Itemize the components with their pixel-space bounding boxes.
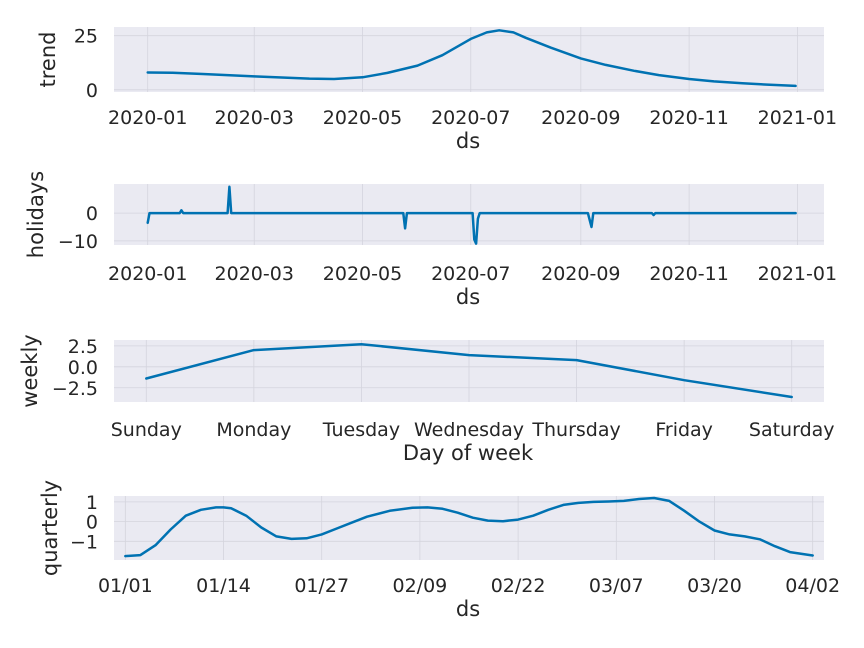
x-tick-label: 2020-07	[431, 107, 510, 129]
x-tick-label: 2020-09	[541, 263, 620, 285]
panel-weekly: Sunday Monday Tuesday Wednesday Thursday Frid…	[18, 334, 835, 465]
x-tick-label: Wednesday	[414, 419, 524, 441]
y-tick-label: 2.5	[68, 336, 98, 358]
x-tick-label: 03/07	[589, 575, 644, 597]
x-tick-label: 01/27	[294, 575, 349, 597]
panel-holidays: 2020-01 2020-03 2020-05 2020-07 2020-09 2020-…	[24, 171, 837, 309]
x-tick-label: 01/01	[98, 575, 153, 597]
x-tick-label: Sunday	[111, 419, 182, 441]
x-axis-label: ds	[456, 285, 480, 309]
x-tick-label: 04/02	[785, 575, 840, 597]
x-tick-label: 2020-05	[323, 107, 402, 129]
x-tick-label: Thursday	[531, 419, 620, 441]
x-tick-label: 2020-11	[649, 107, 728, 129]
x-axis-label: Day of week	[403, 441, 534, 465]
x-tick-label: 01/14	[196, 575, 251, 597]
y-tick-label: −2.5	[52, 378, 98, 400]
y-tick-label: −1	[70, 531, 98, 553]
x-tick-label: Monday	[216, 419, 291, 441]
x-tick-label: 2020-05	[323, 263, 402, 285]
trend-series-line	[146, 29, 797, 88]
x-tick-label: 02/22	[491, 575, 546, 597]
x-tick-label: 2020-03	[215, 107, 294, 129]
x-tick-label: Friday	[655, 419, 713, 441]
y-tick-label: 0.0	[68, 357, 98, 379]
y-axis-label: holidays	[24, 171, 48, 258]
x-tick-label: 2020-09	[541, 107, 620, 129]
x-tick-label: 2020-01	[108, 263, 187, 285]
x-axis-label: ds	[456, 129, 480, 153]
y-tick-label: 25	[74, 26, 98, 48]
quarterly-series-line	[124, 496, 814, 558]
y-tick-label: 1	[86, 492, 98, 514]
x-tick-label: 02/09	[393, 575, 448, 597]
y-tick-label: 0	[86, 80, 98, 102]
plot-area	[114, 496, 824, 560]
y-tick-label: −10	[58, 231, 98, 253]
x-tick-label: 2020-03	[215, 263, 294, 285]
x-tick-label: 2020-01	[108, 107, 187, 129]
y-axis-label: quarterly	[38, 480, 62, 576]
panel-trend: 2020-01 2020-03 2020-05 2020-07 2020-09 2020-…	[36, 26, 837, 153]
x-tick-label: 2020-07	[431, 263, 510, 285]
holidays-series-line	[146, 185, 797, 245]
y-axis-label: trend	[36, 32, 60, 88]
y-tick-label: 0	[86, 203, 98, 225]
x-tick-label: 2021-01	[758, 263, 837, 285]
x-tick-label: 03/20	[687, 575, 742, 597]
panel-quarterly: 01/01 01/14 01/27 02/09 02/22 03/07 03/20 04/02…	[38, 480, 840, 621]
x-tick-label: Tuesday	[322, 419, 400, 441]
weekly-series-line	[145, 342, 793, 399]
x-tick-label: 2020-11	[649, 263, 728, 285]
y-axis-label: weekly	[18, 334, 42, 407]
x-tick-label: Saturday	[749, 419, 835, 441]
y-tick-label: 0	[86, 512, 98, 534]
x-axis-label: ds	[456, 597, 480, 621]
x-tick-label: 2021-01	[758, 107, 837, 129]
plot-area	[114, 184, 824, 245]
